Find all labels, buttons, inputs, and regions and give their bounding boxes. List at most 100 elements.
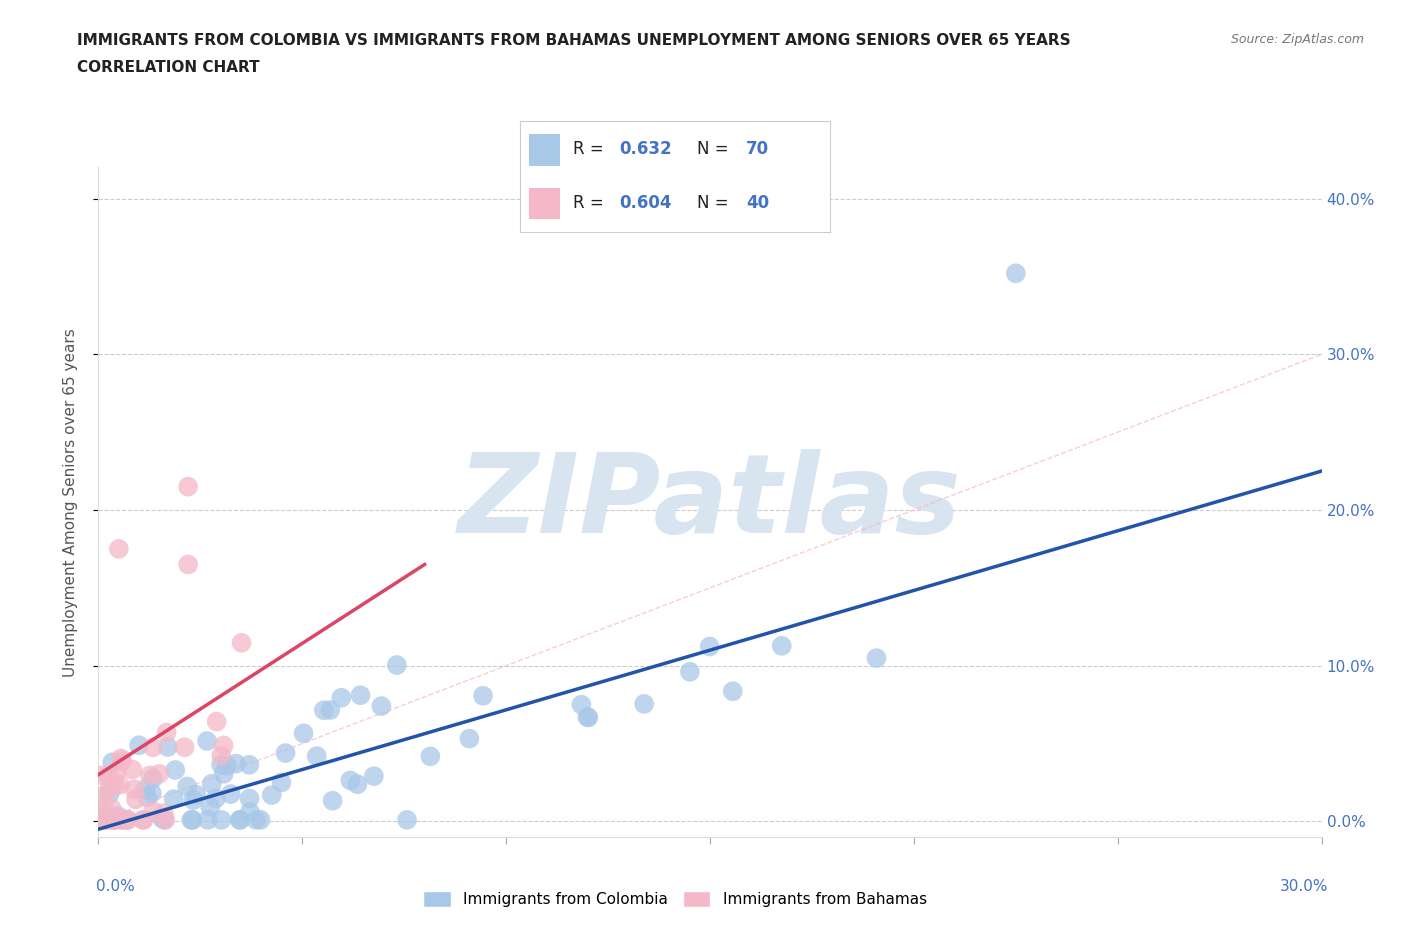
Point xyxy=(183,792,205,807)
Point xyxy=(181,813,204,828)
Point xyxy=(110,813,132,828)
Point xyxy=(176,779,198,794)
Text: 40: 40 xyxy=(747,194,769,212)
Text: 0.604: 0.604 xyxy=(619,194,672,212)
Text: R =: R = xyxy=(572,194,609,212)
Point xyxy=(200,800,222,815)
Point xyxy=(186,788,208,803)
Text: 30.0%: 30.0% xyxy=(1281,879,1329,894)
Text: IMMIGRANTS FROM COLOMBIA VS IMMIGRANTS FROM BAHAMAS UNEMPLOYMENT AMONG SENIORS O: IMMIGRANTS FROM COLOMBIA VS IMMIGRANTS F… xyxy=(77,33,1071,47)
Point xyxy=(205,790,228,805)
Text: N =: N = xyxy=(696,194,734,212)
Legend: Immigrants from Colombia, Immigrants from Bahamas: Immigrants from Colombia, Immigrants fro… xyxy=(418,884,932,913)
Point xyxy=(141,786,163,801)
Point xyxy=(163,791,186,806)
Point xyxy=(633,697,655,711)
Point xyxy=(721,684,744,698)
Point xyxy=(111,753,134,768)
Text: 0.632: 0.632 xyxy=(619,140,672,158)
Point xyxy=(136,790,159,804)
Text: 70: 70 xyxy=(747,140,769,158)
Point xyxy=(228,813,250,828)
Point xyxy=(212,766,235,781)
Point xyxy=(349,688,371,703)
Point xyxy=(156,725,179,740)
Point xyxy=(180,813,202,828)
Point xyxy=(458,731,481,746)
Point xyxy=(132,813,155,828)
FancyBboxPatch shape xyxy=(530,188,561,219)
Point xyxy=(142,740,165,755)
Point xyxy=(153,813,176,828)
Point xyxy=(117,813,139,828)
FancyBboxPatch shape xyxy=(530,134,561,166)
Point xyxy=(215,759,238,774)
Point xyxy=(699,639,721,654)
Point xyxy=(98,787,121,802)
Point xyxy=(205,714,228,729)
Point xyxy=(571,698,593,712)
Point xyxy=(125,791,148,806)
Point xyxy=(197,813,219,828)
Point xyxy=(134,782,156,797)
Point xyxy=(209,813,232,828)
Point xyxy=(91,806,114,821)
Point xyxy=(150,811,173,826)
Point xyxy=(142,771,165,786)
Point xyxy=(576,710,599,724)
Point xyxy=(104,777,127,792)
Point xyxy=(117,813,139,828)
Point xyxy=(148,766,170,781)
Point xyxy=(1004,266,1026,281)
Point xyxy=(201,777,224,791)
Point xyxy=(100,801,122,816)
Point xyxy=(370,698,392,713)
Point xyxy=(98,780,121,795)
Text: 0.0%: 0.0% xyxy=(96,879,135,894)
Point xyxy=(472,688,495,703)
Point xyxy=(105,764,128,779)
Point xyxy=(108,541,131,556)
Point xyxy=(111,813,134,828)
Point xyxy=(156,739,179,754)
Point xyxy=(97,769,120,784)
Point xyxy=(238,791,260,806)
Point xyxy=(177,557,200,572)
Text: Source: ZipAtlas.com: Source: ZipAtlas.com xyxy=(1230,33,1364,46)
Point xyxy=(305,749,328,764)
Point xyxy=(865,651,887,666)
Point xyxy=(93,813,115,828)
Point xyxy=(121,762,143,777)
Point xyxy=(239,804,262,819)
Point xyxy=(124,782,146,797)
Point xyxy=(209,749,232,764)
Point xyxy=(231,635,253,650)
Point xyxy=(249,813,271,828)
Point xyxy=(177,479,200,494)
Point xyxy=(260,788,283,803)
Point xyxy=(96,813,118,828)
Y-axis label: Unemployment Among Seniors over 65 years: Unemployment Among Seniors over 65 years xyxy=(63,328,77,677)
Point xyxy=(91,768,114,783)
Point xyxy=(104,813,127,828)
Point xyxy=(225,756,247,771)
Point xyxy=(419,749,441,764)
Point xyxy=(395,813,418,828)
Point xyxy=(93,813,115,828)
Point xyxy=(108,777,131,792)
Point xyxy=(245,813,267,828)
Point xyxy=(101,755,124,770)
Point xyxy=(770,638,793,653)
Point xyxy=(229,813,252,828)
Point xyxy=(319,702,342,717)
Point xyxy=(270,775,292,790)
Point xyxy=(679,664,702,679)
Point xyxy=(274,746,297,761)
Point xyxy=(142,804,165,818)
Point xyxy=(322,793,344,808)
Point xyxy=(152,805,174,820)
Point xyxy=(363,769,385,784)
Point xyxy=(103,813,125,828)
Point xyxy=(91,789,114,804)
Text: R =: R = xyxy=(572,140,609,158)
